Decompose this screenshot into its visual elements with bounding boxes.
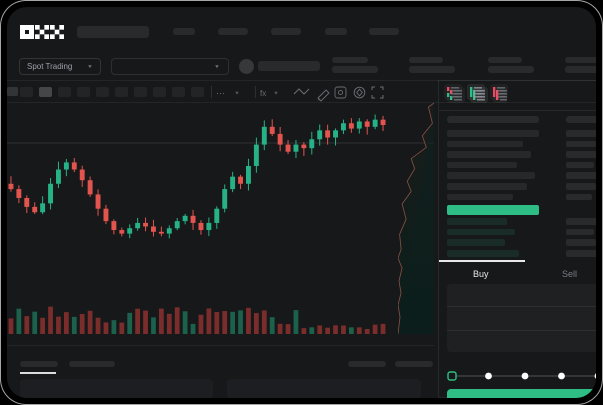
svg-text:▼: ▼ (273, 91, 279, 96)
svg-text:▼: ▼ (234, 91, 240, 96)
svg-text:⋯: ⋯ (216, 88, 225, 98)
svg-text:fx: fx (260, 89, 266, 98)
